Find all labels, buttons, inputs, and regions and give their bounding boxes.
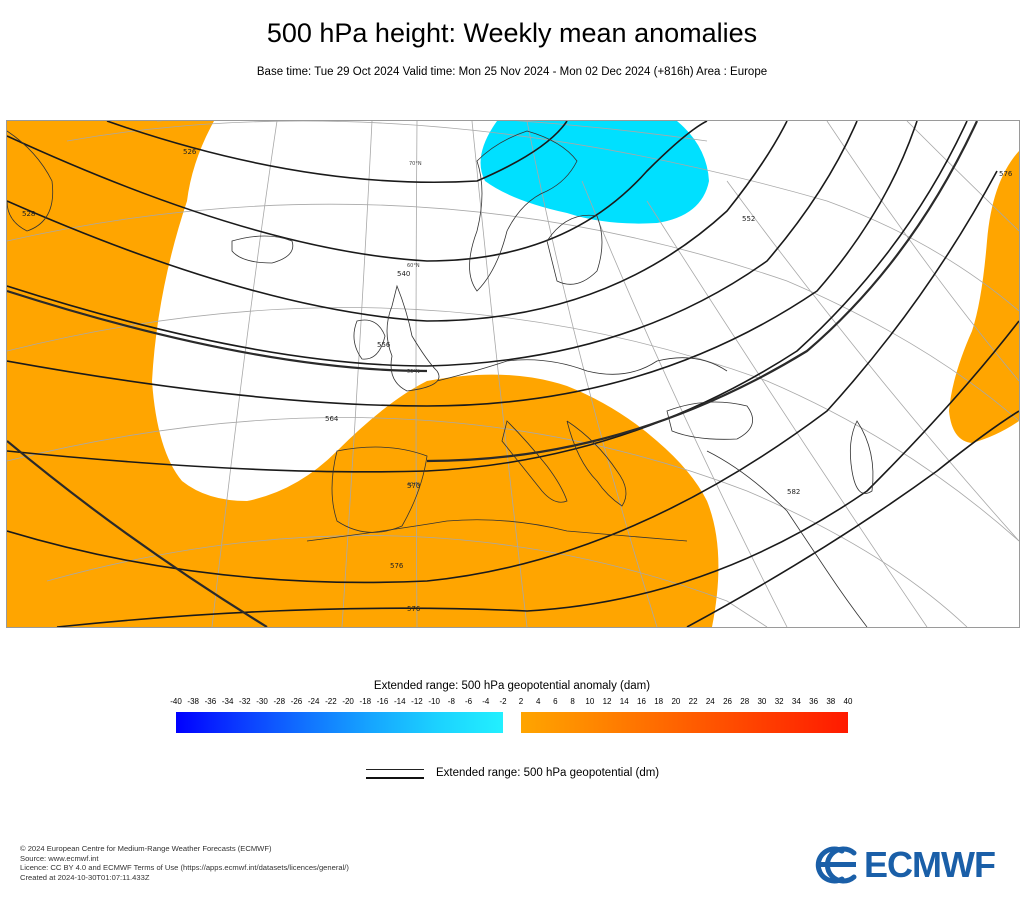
negative-anomaly-colorbar: [176, 712, 503, 733]
map-subtitle: Base time: Tue 29 Oct 2024 Valid time: M…: [256, 66, 768, 78]
legend-tick: -34: [221, 697, 234, 706]
ecmwf-logo-text: ECMWF: [864, 844, 996, 885]
legend-tick: 32: [774, 697, 784, 706]
contour-label-6: 564: [325, 415, 339, 423]
legend-tick: -22: [325, 697, 337, 706]
contour-legend-thin-line: [366, 769, 424, 770]
legend-tick: 18: [654, 697, 664, 706]
legend-tick: 10: [585, 697, 595, 706]
legend-tick: -26: [290, 697, 303, 706]
legend-tick: 36: [809, 697, 819, 706]
page-title: 500 hPa height: Weekly mean anomalies: [266, 18, 758, 48]
legend-tick: -12: [411, 697, 423, 706]
legend-tick: -16: [376, 697, 389, 706]
contour-label-11: 576: [407, 605, 421, 613]
legend-tick: -10: [428, 697, 440, 706]
legend-tick: -18: [359, 697, 372, 706]
graticule-label-50n: 50°N: [407, 369, 420, 375]
anomaly-legend-ticks: -40 -38 -36 -34 -32 -30 -28 -26 -24 -22 -20 -18 -16-…: [170, 697, 860, 709]
contour-label-7: 570: [407, 482, 420, 490]
contour-label-8: 576: [390, 562, 404, 570]
negative-anomaly-north: [480, 121, 709, 224]
legend-tick: 6: [553, 697, 558, 706]
legend-tick: -28: [273, 697, 286, 706]
contour-label-3: 540: [397, 270, 410, 278]
anomaly-legend-title: Extended range: 500 hPa geopotential ano…: [373, 680, 651, 692]
legend-tick: -38: [187, 697, 199, 706]
legend-tick: 12: [602, 697, 612, 706]
legend-tick: 34: [791, 697, 801, 706]
legend-tick: 20: [671, 697, 681, 706]
anomaly-map: 526 528 540 552 556 564 570 576 582 576 …: [6, 120, 1020, 628]
footer-credits: © 2024 European Centre for Medium-Range …: [20, 844, 349, 882]
legend-tick: -2: [499, 697, 507, 706]
legend-tick: -6: [465, 697, 473, 706]
legend-tick: -36: [204, 697, 217, 706]
legend-tick: -32: [239, 697, 251, 706]
legend-tick: 30: [757, 697, 767, 706]
graticule-label-60n: 60°N: [407, 263, 420, 269]
legend-tick: -24: [307, 697, 320, 706]
contour-label-1: 526: [183, 148, 197, 156]
positive-anomaly-east: [949, 151, 1019, 443]
contour-label-5: 556: [377, 341, 391, 349]
contour-label-9: 582: [787, 488, 800, 496]
footer-licence: Licence: CC BY 4.0 and ECMWF Terms of Us…: [20, 863, 349, 873]
contour-label-4: 552: [742, 215, 755, 223]
legend-tick: 24: [705, 697, 715, 706]
legend-tick: 16: [637, 697, 646, 706]
legend-tick: 26: [723, 697, 732, 706]
geopotential-contours: [7, 121, 1019, 627]
legend-tick: 14: [619, 697, 629, 706]
legend-tick: 40: [843, 697, 853, 706]
ecmwf-logo-icon: [815, 846, 857, 884]
legend-tick: -30: [256, 697, 268, 706]
contour-label-2: 528: [22, 210, 35, 218]
contour-legend-thick-line: [366, 777, 424, 779]
legend-tick: 2: [518, 697, 524, 706]
footer-created: Created at 2024-10-30T01:07:11.433Z: [20, 872, 150, 882]
legend-tick: 22: [688, 697, 698, 706]
positive-anomaly-colorbar: [521, 712, 848, 733]
legend-tick: 28: [740, 697, 750, 706]
legend-tick: -4: [482, 697, 490, 706]
positive-anomaly-west: [7, 121, 719, 627]
graticule-label-70n: 70°N: [409, 161, 422, 167]
legend-tick: -8: [447, 697, 455, 706]
legend-tick: -20: [342, 697, 354, 706]
footer-copyright: © 2024 European Centre for Medium-Range …: [20, 844, 272, 853]
map-canvas: 526 528 540 552 556 564 570 576 582 576 …: [7, 121, 1019, 627]
legend-tick: -14: [393, 697, 406, 706]
legend-tick: -40: [170, 697, 182, 706]
footer-source: Source: www.ecmwf.int: [20, 853, 99, 863]
contour-label-10: 576: [999, 170, 1013, 178]
legend-tick: 8: [570, 697, 575, 706]
legend-tick: 38: [826, 697, 836, 706]
graticule-label-40n: 40°N: [407, 482, 420, 488]
contour-legend-label: Extended range: 500 hPa geopotential (dm…: [436, 767, 660, 779]
legend-tick: 4: [535, 697, 541, 706]
coastlines: [7, 130, 874, 627]
ecmwf-logo: ECMWF: [814, 844, 996, 885]
